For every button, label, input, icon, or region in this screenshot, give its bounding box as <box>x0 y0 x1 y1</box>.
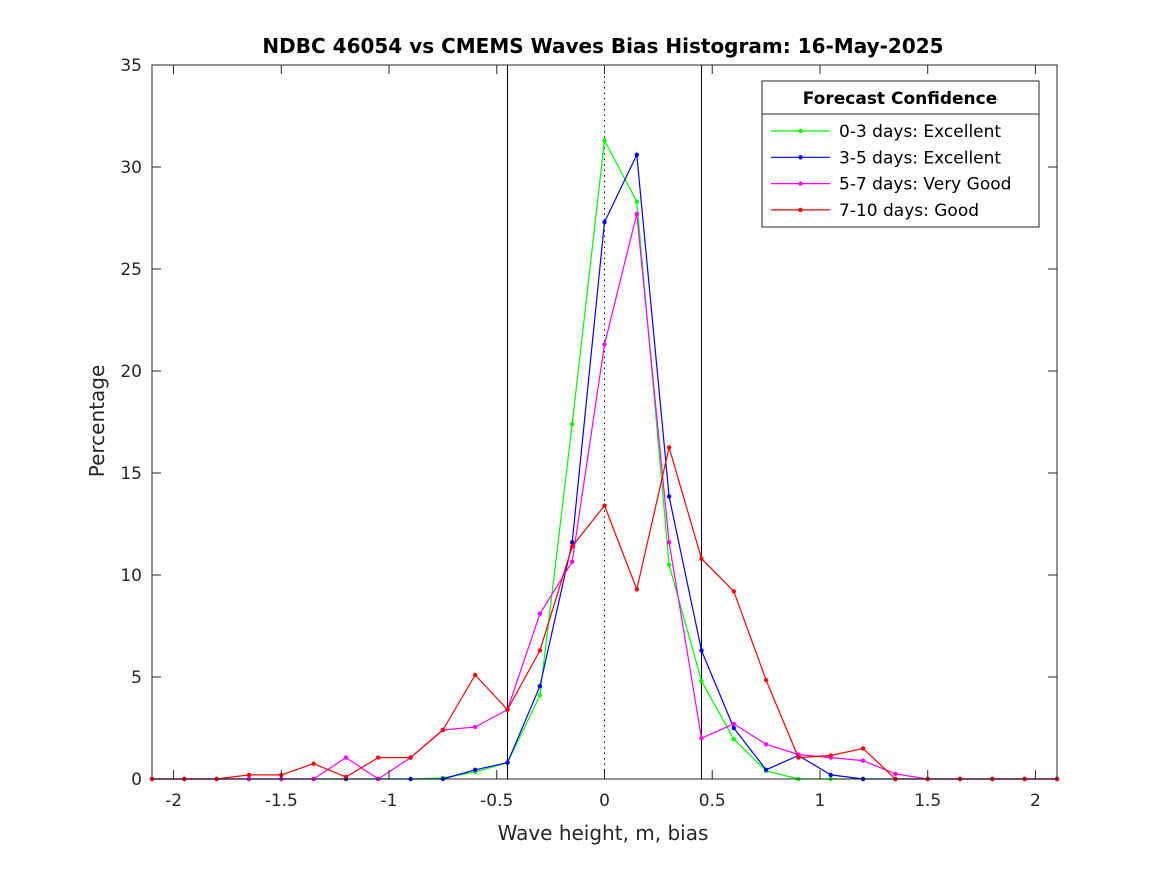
legend: Forecast Confidence 0-3 days: Excellent 3… <box>761 80 1040 228</box>
x-tick-label: 0 <box>599 791 610 811</box>
axis-ticks <box>152 64 1057 780</box>
series-2-point <box>666 540 672 545</box>
series-3-point <box>440 727 446 733</box>
legend-label-3: 7-10 days: Good <box>839 201 979 221</box>
series-1-point <box>699 648 704 653</box>
series-2-point <box>537 611 543 616</box>
y-tick-label: 25 <box>120 260 142 280</box>
series-3-point <box>796 755 801 760</box>
x-tick-label: -1 <box>381 791 398 811</box>
series-2-point <box>634 211 640 217</box>
series-3-point <box>246 772 252 778</box>
series-1-point <box>634 152 640 157</box>
series-3-point <box>408 755 413 760</box>
x-tick-label: 2 <box>1030 791 1041 811</box>
series-3-point <box>505 707 510 712</box>
series-2-point <box>569 559 575 564</box>
series-2-point <box>731 721 736 727</box>
x-tick-label: 1.5 <box>914 791 941 811</box>
x-axis-label: Wave height, m, bias <box>498 821 709 845</box>
chart-title: NDBC 46054 vs CMEMS Waves Bias Histogram… <box>262 34 943 58</box>
series-0-point <box>731 737 736 742</box>
series-0-point <box>634 199 640 204</box>
legend-box <box>761 80 1040 228</box>
series-0-point <box>602 138 607 143</box>
y-tick-label: 0 <box>131 770 142 790</box>
series-3-point <box>699 556 704 561</box>
series-3-point <box>311 761 316 766</box>
series-3-point <box>602 503 607 508</box>
x-tick-label: 0.5 <box>699 791 726 811</box>
series-1-point <box>569 540 575 545</box>
legend-label-1: 3-5 days: Excellent <box>839 148 1001 168</box>
legend-label-2: 5-7 days: Very Good <box>839 175 1011 195</box>
series-0-point <box>537 693 543 698</box>
series-2-point <box>699 736 704 741</box>
legend-title: Forecast Confidence <box>803 89 998 109</box>
series-3-point <box>569 544 575 549</box>
series-2-point <box>860 758 866 763</box>
series-3-point <box>666 445 672 450</box>
legend-marker-3 <box>798 207 803 213</box>
series-2-point <box>473 724 478 730</box>
series-1-point <box>666 494 672 499</box>
series-2-point <box>893 771 898 777</box>
y-tick-label: 10 <box>120 566 142 586</box>
series-1-point <box>602 219 607 225</box>
y-tick-label: 15 <box>120 464 142 484</box>
series-1-point <box>505 760 510 765</box>
x-tick-label: 1 <box>815 791 826 811</box>
legend-marker-1 <box>798 155 803 160</box>
y-tick-label: 5 <box>131 668 142 688</box>
x-tick-label: -0.5 <box>480 791 513 811</box>
series-1-point <box>537 683 543 689</box>
legend-marker-0 <box>798 128 803 134</box>
series-1-point <box>763 767 769 773</box>
series-3-point <box>473 672 478 678</box>
x-tick-label: -2 <box>165 791 182 811</box>
x-tick-label: -1.5 <box>265 791 298 811</box>
series-2-point <box>763 742 769 747</box>
legend-marker-2 <box>798 181 803 186</box>
y-tick-label: 30 <box>120 158 142 178</box>
series-3-point <box>343 774 349 780</box>
series-3-point <box>763 677 769 683</box>
series-2-point <box>602 342 607 347</box>
series-0-point <box>569 421 575 427</box>
series-3-point <box>731 589 736 594</box>
legend-label-0: 0-3 days: Excellent <box>839 122 1001 142</box>
series-3-point <box>537 648 543 653</box>
series-0-point <box>666 562 672 567</box>
series-3-point <box>376 755 381 760</box>
series-0-point <box>699 678 704 684</box>
series-3-point <box>634 587 640 592</box>
series-1-point <box>473 767 478 773</box>
series-3-point <box>828 753 833 758</box>
reference-lines <box>507 65 702 779</box>
y-tick-label: 20 <box>120 362 142 382</box>
series-1-point <box>731 725 736 731</box>
y-axis-label: Percentage <box>85 365 109 478</box>
y-tick-label: 35 <box>120 56 142 76</box>
series-3-point <box>860 746 866 751</box>
series-2-point <box>343 755 349 760</box>
series-1-point <box>828 772 833 778</box>
